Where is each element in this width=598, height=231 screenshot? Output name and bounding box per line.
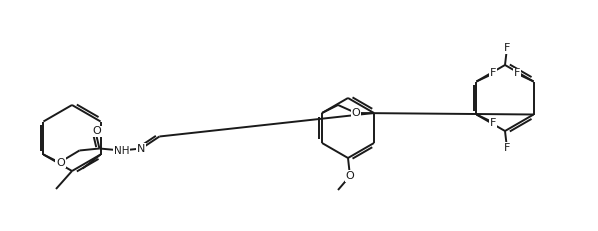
Text: O: O — [56, 158, 65, 167]
Text: F: F — [514, 69, 520, 79]
Text: F: F — [504, 43, 510, 53]
Text: NH: NH — [114, 146, 129, 155]
Text: O: O — [346, 171, 355, 181]
Text: F: F — [490, 118, 496, 128]
Text: O: O — [352, 108, 361, 118]
Text: F: F — [504, 143, 510, 153]
Text: F: F — [490, 69, 496, 79]
Text: O: O — [92, 127, 101, 137]
Text: N: N — [137, 143, 145, 154]
